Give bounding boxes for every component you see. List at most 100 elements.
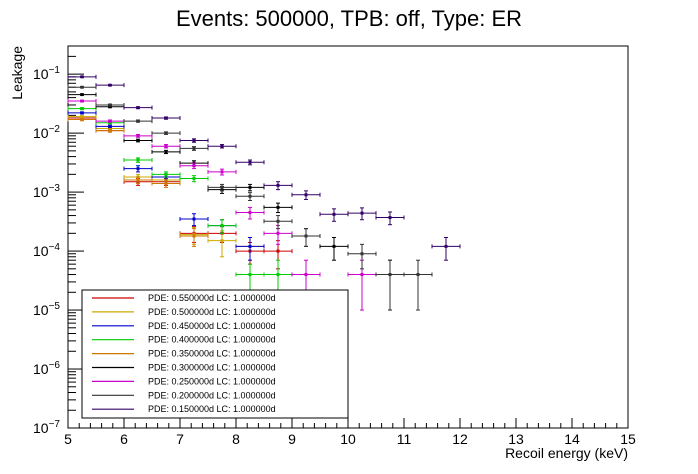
data-point xyxy=(67,74,97,79)
legend-label: PDE: 0.450000d LC: 1.000000d xyxy=(148,321,276,331)
data-point xyxy=(207,168,237,176)
marker xyxy=(192,164,196,168)
x-axis-ticks: 5 6 7 8 9 10 11 12 13 14 15 xyxy=(64,418,636,447)
marker xyxy=(80,115,84,119)
marker xyxy=(220,185,224,189)
y-tick-label: 10−6 xyxy=(33,360,60,377)
marker xyxy=(192,234,196,238)
x-tick-label: 11 xyxy=(397,431,412,447)
data-point xyxy=(347,243,377,270)
marker xyxy=(108,83,112,87)
marker xyxy=(136,106,140,110)
x-tick-label: 10 xyxy=(340,431,356,447)
marker xyxy=(108,124,112,128)
y-tick-label: 10−5 xyxy=(33,301,60,318)
data-point xyxy=(123,138,153,143)
data-point xyxy=(67,106,97,111)
data-point xyxy=(319,236,349,261)
series-4 xyxy=(67,106,293,311)
marker xyxy=(164,131,168,135)
marker xyxy=(80,85,84,89)
series-9 xyxy=(67,74,461,261)
data-point xyxy=(67,85,97,90)
data-point xyxy=(67,117,97,122)
data-point xyxy=(207,230,237,258)
x-tick-label: 8 xyxy=(232,431,240,447)
marker xyxy=(164,144,168,148)
legend-entry: PDE: 0.550000d LC: 1.000000d xyxy=(92,293,276,303)
data-point xyxy=(263,181,293,191)
series-7 xyxy=(67,99,377,311)
data-point xyxy=(263,202,293,214)
legend-entry: PDE: 0.250000d LC: 1.000000d xyxy=(92,376,276,386)
marker xyxy=(332,212,336,216)
marker xyxy=(248,244,252,248)
marker xyxy=(80,118,84,122)
legend-entry: PDE: 0.500000d LC: 1.000000d xyxy=(92,307,276,317)
marker xyxy=(108,121,112,125)
x-tick-label: 9 xyxy=(288,431,296,447)
x-tick-label: 15 xyxy=(620,431,636,447)
x-tick-label: 14 xyxy=(564,431,580,447)
marker xyxy=(164,172,168,176)
data-point xyxy=(151,149,181,155)
marker xyxy=(80,99,84,103)
marker xyxy=(248,160,252,164)
marker xyxy=(248,194,252,198)
marker xyxy=(80,107,84,111)
legend-label: PDE: 0.550000d LC: 1.000000d xyxy=(148,293,276,303)
marker xyxy=(136,178,140,182)
data-point xyxy=(179,213,209,227)
marker xyxy=(248,211,252,215)
y-tick-label: 10−4 xyxy=(33,242,60,259)
data-point xyxy=(431,236,461,261)
data-point xyxy=(235,159,265,166)
marker xyxy=(220,170,224,174)
minor-ticks xyxy=(67,55,629,428)
marker xyxy=(416,273,420,277)
marker xyxy=(108,105,112,109)
data-point xyxy=(235,183,265,192)
data-point xyxy=(291,228,321,247)
marker xyxy=(276,249,280,253)
marker xyxy=(276,183,280,187)
marker xyxy=(108,126,112,130)
marker xyxy=(192,138,196,142)
legend-label: PDE: 0.500000d LC: 1.000000d xyxy=(148,307,276,317)
y-axis-ticks: 10−7 10−6 10−5 10−4 10−3 10−2 10−1 xyxy=(33,65,84,436)
data-point xyxy=(235,263,265,293)
marker xyxy=(192,177,196,181)
data-point xyxy=(95,119,125,124)
y-tick-label: 10−2 xyxy=(33,124,60,141)
marker xyxy=(136,134,140,138)
legend-entry: PDE: 0.300000d LC: 1.000000d xyxy=(92,363,276,373)
legend-label: PDE: 0.250000d LC: 1.000000d xyxy=(148,376,276,386)
y-tick-label: 10−3 xyxy=(33,183,60,200)
data-point xyxy=(375,259,405,311)
marker xyxy=(304,234,308,238)
legend: PDE: 0.550000d LC: 1.000000d PDE: 0.50000… xyxy=(81,289,349,419)
data-point xyxy=(95,124,125,129)
data-point xyxy=(207,219,237,234)
legend-entry: PDE: 0.350000d LC: 1.000000d xyxy=(92,349,276,359)
data-point xyxy=(151,179,181,188)
data-point xyxy=(123,133,153,138)
marker xyxy=(80,75,84,79)
marker xyxy=(360,211,364,215)
marker xyxy=(388,216,392,220)
data-point xyxy=(67,110,97,115)
marker xyxy=(164,116,168,120)
data-point xyxy=(67,99,97,104)
data-point xyxy=(95,128,125,133)
data-point xyxy=(235,206,265,220)
legend-label: PDE: 0.150000d LC: 1.000000d xyxy=(148,404,276,414)
data-point xyxy=(207,144,237,149)
marker xyxy=(276,205,280,209)
data-point xyxy=(179,146,209,151)
legend-label: PDE: 0.350000d LC: 1.000000d xyxy=(148,349,276,359)
marker xyxy=(108,119,112,123)
data-point xyxy=(179,162,209,170)
data-point xyxy=(375,211,405,226)
x-axis-label: Recoil energy (keV) xyxy=(505,445,628,461)
data-point xyxy=(123,105,153,110)
